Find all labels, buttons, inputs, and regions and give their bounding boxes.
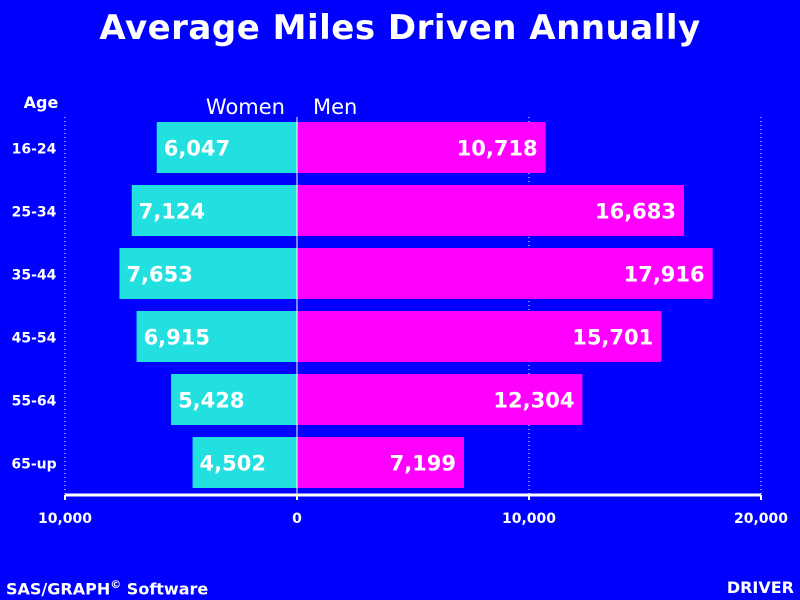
category-axis-header: Age bbox=[24, 93, 59, 112]
bar-women bbox=[156, 122, 297, 173]
x-tick-label: 10,000 bbox=[502, 511, 556, 527]
x-tick-label: 20,000 bbox=[734, 511, 788, 527]
bar-men bbox=[297, 248, 713, 299]
bar-women bbox=[171, 374, 297, 425]
data-label-women: 5,428 bbox=[178, 389, 244, 413]
bar-women bbox=[131, 185, 297, 236]
x-tick-label: 10,000 bbox=[38, 511, 92, 527]
footer-software-credit: SAS/GRAPH© Software bbox=[6, 578, 208, 598]
legend-label-women: Women bbox=[206, 95, 285, 119]
bar-men bbox=[297, 185, 685, 236]
bar-women bbox=[119, 248, 297, 299]
category-label: 35-44 bbox=[12, 268, 57, 284]
data-label-women: 6,047 bbox=[164, 137, 230, 161]
bar-women bbox=[136, 311, 297, 362]
data-label-women: 6,915 bbox=[144, 326, 210, 350]
data-label-men: 17,916 bbox=[624, 263, 705, 287]
data-label-women: 4,502 bbox=[200, 452, 266, 476]
x-tick-label: 0 bbox=[292, 511, 302, 527]
bar-men bbox=[297, 374, 583, 425]
footer-program-name: DRIVER bbox=[726, 578, 794, 597]
data-label-men: 7,199 bbox=[390, 452, 456, 476]
category-label: 55-64 bbox=[12, 394, 57, 410]
footer-software-name: SAS/GRAPH bbox=[6, 579, 111, 599]
data-label-women: 7,124 bbox=[139, 200, 205, 224]
category-label: 45-54 bbox=[12, 331, 57, 347]
data-label-men: 16,683 bbox=[595, 200, 676, 224]
category-label: 25-34 bbox=[12, 205, 57, 221]
category-label: 65-up bbox=[11, 457, 56, 473]
data-label-men: 12,304 bbox=[493, 389, 574, 413]
data-label-men: 10,718 bbox=[457, 137, 538, 161]
data-label-men: 15,701 bbox=[572, 326, 653, 350]
data-label-women: 7,653 bbox=[126, 263, 192, 287]
bar-men bbox=[297, 311, 662, 362]
category-label: 16-24 bbox=[12, 142, 57, 158]
bar-men bbox=[297, 437, 465, 488]
copyright-symbol: © bbox=[110, 578, 122, 591]
legend-label-men: Men bbox=[313, 95, 357, 119]
bar-men bbox=[297, 122, 546, 173]
bar-women bbox=[192, 437, 297, 488]
chart-title: Average Miles Driven Annually bbox=[99, 8, 701, 48]
footer-software-suffix: Software bbox=[121, 579, 209, 599]
